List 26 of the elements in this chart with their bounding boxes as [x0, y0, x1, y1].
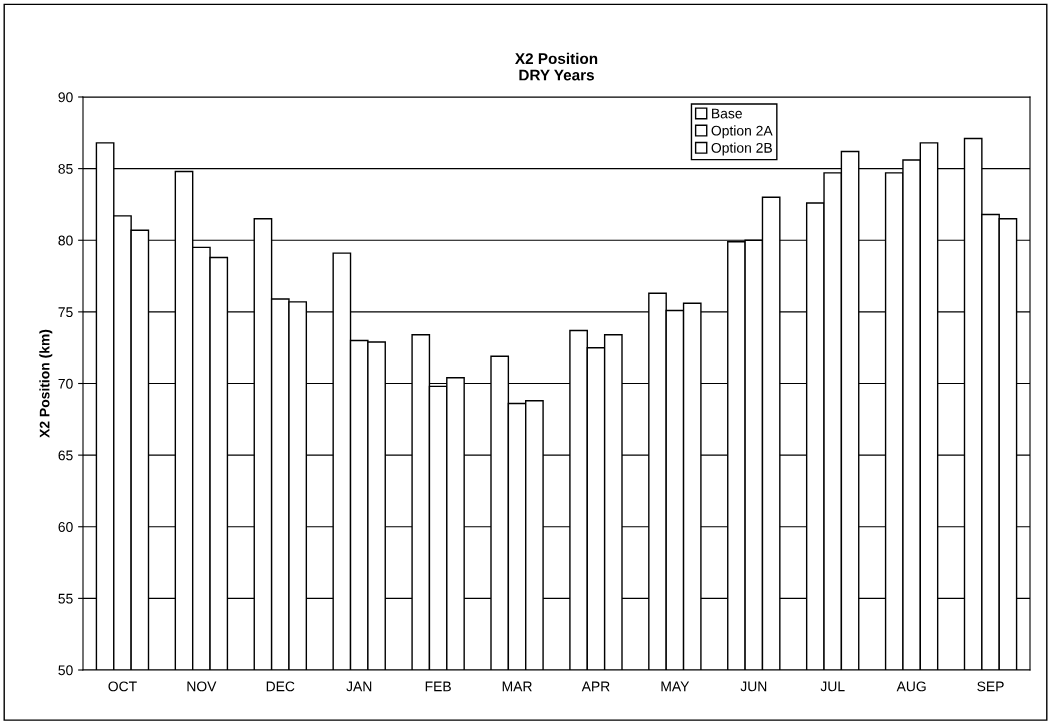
x-tick-label: SEP [977, 681, 1004, 692]
x-tick-label: AUG [896, 681, 926, 692]
y-tick-label: 70 [58, 378, 73, 389]
y-tick-label: 65 [58, 450, 73, 461]
y-tick-label: 90 [58, 92, 73, 103]
y-tick-label: 80 [58, 235, 73, 246]
x-tick-label: NOV [187, 681, 217, 692]
x-tick-label: OCT [108, 681, 137, 692]
x-tick-label: APR [581, 681, 610, 692]
x-tick-label: FEB [425, 681, 451, 692]
x-tick-label: JUL [820, 681, 845, 692]
chart-title: X2 Position DRY Years [515, 52, 598, 81]
y-tick-label: 60 [58, 522, 73, 532]
y-tick-label: 55 [58, 593, 73, 604]
y-tick-label: 50 [58, 665, 73, 676]
x-tick-label: MAY [661, 681, 690, 692]
y-axis-title: X2 Position (km) [39, 329, 53, 438]
legend-label: Option 2A [711, 125, 773, 139]
legend-label: Base [712, 108, 742, 119]
y-tick-label: 75 [58, 307, 73, 318]
y-tick-label: 85 [58, 163, 73, 174]
x-tick-label: JAN [346, 681, 372, 692]
legend-label: Option 2B [711, 142, 772, 156]
x-tick-label: DEC [266, 681, 295, 692]
x-tick-label: JUN [740, 681, 767, 692]
x-tick-label: MAR [502, 681, 532, 692]
